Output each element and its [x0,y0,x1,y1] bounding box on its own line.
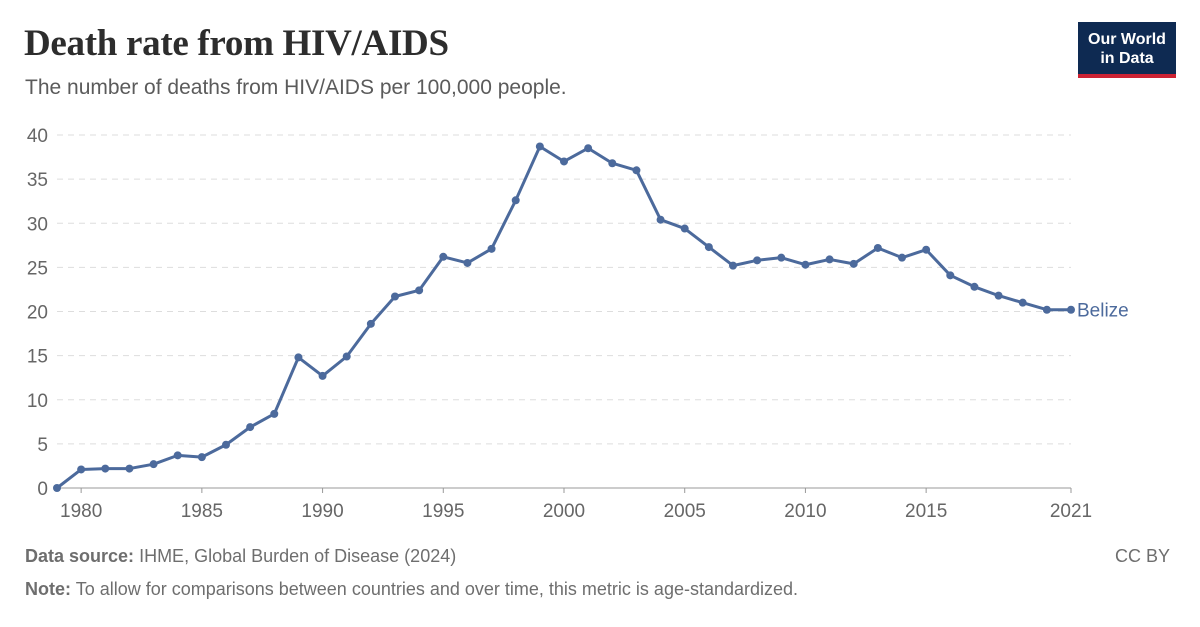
y-tick-label: 40 [27,126,48,147]
data-point[interactable] [777,253,786,262]
data-point[interactable] [825,255,834,264]
y-tick-label: 10 [27,391,48,412]
y-tick-label: 20 [27,303,48,324]
data-point[interactable] [873,243,882,252]
data-point[interactable] [656,215,665,224]
data-point[interactable] [487,244,496,253]
x-tick-label: 2000 [543,501,585,522]
license-link[interactable]: CC BY [1114,546,1170,566]
data-point[interactable] [801,260,810,269]
x-tick-label: 2015 [905,501,947,522]
data-point[interactable] [994,291,1003,300]
data-point[interactable] [1018,298,1027,307]
data-point[interactable] [463,258,472,267]
data-point[interactable] [898,253,906,262]
x-tick-label: 2005 [664,501,706,522]
data-point[interactable] [704,243,713,252]
x-axis: 1980 1985 1990 1995 2000 2005 2010 2015 2021 [57,487,1092,522]
data-point[interactable] [125,464,134,473]
chart-title: Death rate from HIV/AIDS [24,23,449,64]
data-point[interactable] [53,484,61,492]
data-point[interactable] [560,157,568,166]
note-text: To allow for comparisons between countri… [75,579,799,599]
x-tick-label: 1980 [60,501,102,522]
data-point[interactable] [415,286,424,295]
data-point[interactable] [946,271,955,280]
data-point[interactable] [366,319,375,328]
x-tick-label: 1985 [181,501,223,522]
y-tick-label: 5 [37,435,48,456]
gridlines [57,134,1071,445]
data-point[interactable] [270,409,279,418]
data-point[interactable] [318,371,327,380]
y-tick-label: 30 [27,214,48,235]
data-point[interactable] [342,352,351,361]
series-belize: Belize [53,142,1129,492]
data-point[interactable] [77,465,86,474]
data-source-text: IHME, Global Burden of Disease (2024) [139,546,457,566]
series-label-belize[interactable]: Belize [1077,301,1129,322]
y-tick-label: 35 [27,170,48,191]
x-tick-label: 1990 [301,501,343,522]
note-label: Note: [25,579,71,599]
data-point[interactable] [197,453,206,462]
data-point[interactable] [1042,305,1051,314]
data-point[interactable] [753,256,762,265]
chart-subtitle: The number of deaths from HIV/AIDS per 1… [25,76,567,99]
data-source: Data source: IHME, Global Burden of Dise… [25,546,456,567]
data-point[interactable] [511,196,520,205]
data-point[interactable] [970,282,979,291]
y-tick-label: 0 [37,479,48,500]
data-point[interactable] [173,451,182,460]
logo-line-2: in Data [1100,50,1154,67]
data-point[interactable] [608,159,617,168]
data-point[interactable] [149,460,158,469]
chart-note: Note: To allow for comparisons between c… [25,579,798,600]
x-tick-label: 1995 [422,501,464,522]
y-axis-ticks: 0 5 10 15 20 25 30 35 40 [27,126,48,500]
y-tick-label: 15 [27,347,48,368]
data-point[interactable] [294,353,303,362]
series-line-belize [56,144,1071,490]
data-point[interactable] [922,245,931,254]
data-point[interactable] [729,261,737,270]
data-source-label: Data source: [25,546,135,566]
x-tick-label: 2010 [784,501,826,522]
logo-line-1: Our World [1088,31,1166,48]
data-point[interactable] [584,144,593,153]
data-point[interactable] [680,224,689,233]
x-tick-label: 2021 [1050,501,1092,522]
data-point[interactable] [849,259,858,268]
y-tick-label: 25 [27,258,48,279]
data-point[interactable] [391,292,399,301]
data-point[interactable] [439,252,448,261]
data-point[interactable] [101,464,110,473]
data-point[interactable] [222,440,230,449]
data-point[interactable] [632,166,641,175]
data-point[interactable] [246,423,255,432]
data-point[interactable] [535,142,544,151]
line-chart: 0 5 10 15 20 25 30 35 40 1980 1985 1990 1995 2000 200… [27,126,1129,522]
owid-logo[interactable]: Our World in Data [1078,22,1176,78]
data-point[interactable] [1067,305,1075,314]
